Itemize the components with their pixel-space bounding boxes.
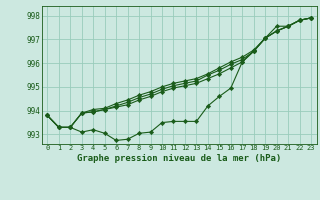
X-axis label: Graphe pression niveau de la mer (hPa): Graphe pression niveau de la mer (hPa) (77, 154, 281, 163)
